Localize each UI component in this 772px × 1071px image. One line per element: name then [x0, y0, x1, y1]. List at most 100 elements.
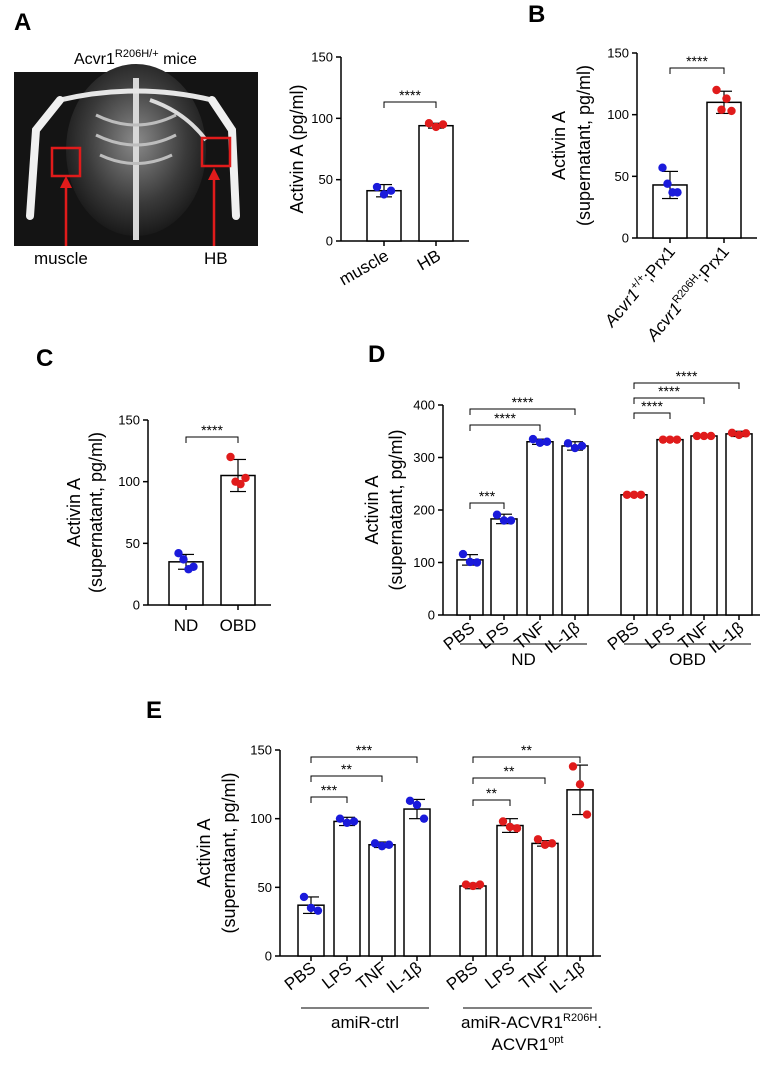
bar	[526, 441, 554, 616]
significance-label: ****	[686, 53, 708, 69]
y-tick-label: 0	[622, 231, 629, 246]
data-point	[189, 562, 198, 571]
data-point	[563, 439, 573, 448]
significance-label: ****	[494, 410, 516, 426]
data-point	[475, 880, 485, 889]
y-tick-label: 150	[311, 50, 333, 65]
significance-bracket	[185, 436, 239, 443]
bar	[333, 820, 361, 957]
significance-bracket	[633, 382, 740, 389]
y-axis-label: Activin A	[64, 478, 84, 547]
data-point	[379, 190, 389, 199]
data-point	[570, 443, 580, 453]
data-point	[577, 441, 587, 451]
data-point	[673, 188, 682, 197]
y-tick-label: 50	[258, 880, 272, 895]
bar	[459, 885, 487, 957]
category-label: TNF	[675, 618, 713, 653]
y-axis-label: Activin A	[549, 111, 569, 180]
chart-a: 0 50 100 150 Activin A (pg/ml) muscle HB ****	[287, 50, 469, 289]
y-axis-label-line2: (supernatant, pg/ml)	[386, 429, 406, 590]
category-label: PBS	[281, 958, 320, 994]
significance-bracket	[310, 796, 348, 803]
bar	[531, 842, 559, 957]
y-tick-label: 100	[250, 811, 272, 826]
category-label: muscle	[336, 246, 392, 289]
data-point	[472, 558, 482, 567]
data-point	[405, 796, 415, 806]
y-tick-label: 50	[319, 172, 333, 187]
y-tick-label: 0	[326, 234, 333, 249]
significance-label: **	[341, 761, 352, 777]
data-point	[313, 906, 323, 915]
data-point	[512, 824, 522, 833]
data-point	[335, 814, 345, 823]
data-point	[663, 179, 672, 188]
y-tick-label: 100	[413, 555, 435, 570]
category-label: LPS	[475, 618, 512, 653]
bar	[220, 474, 256, 606]
data-point	[505, 822, 515, 832]
bar	[706, 101, 742, 239]
data-point	[174, 549, 183, 558]
category-label: PBS	[443, 958, 482, 994]
y-tick-label: 50	[615, 169, 629, 184]
significance-bracket	[472, 756, 581, 763]
group-label: amiR-ctrl	[331, 1013, 399, 1032]
bar	[490, 518, 518, 616]
significance-label: ****	[512, 394, 534, 410]
y-tick-label: 300	[413, 450, 435, 465]
y-tick-label: 150	[607, 46, 629, 61]
xray-clavicle	[149, 98, 208, 142]
muscle-arrowhead	[60, 176, 72, 188]
bar	[690, 435, 718, 616]
data-point	[665, 435, 675, 444]
bar	[561, 445, 589, 616]
data-point	[468, 881, 478, 891]
data-point	[717, 105, 726, 114]
significance-bracket	[383, 101, 437, 108]
data-point	[498, 817, 508, 826]
y-axis-label: Activin A	[194, 818, 214, 887]
data-point	[458, 549, 468, 559]
panel-label-e: E	[146, 697, 162, 724]
data-point	[226, 452, 235, 462]
significance-bracket	[472, 799, 511, 806]
data-point	[499, 516, 509, 525]
significance-label: ***	[479, 488, 496, 504]
data-point	[636, 490, 646, 499]
group-label: ND	[511, 650, 536, 669]
data-point	[236, 479, 245, 489]
data-point	[465, 557, 475, 567]
panel-label-b: B	[528, 1, 545, 28]
group-label: amiR-ACVR1R206H.	[461, 1012, 602, 1032]
significance-label: ****	[201, 422, 223, 438]
data-point	[547, 839, 557, 848]
category-label: IL-1β	[541, 618, 584, 657]
y-tick-label: 0	[265, 949, 272, 964]
y-tick-label: 200	[413, 503, 435, 518]
bar	[725, 433, 753, 616]
xray-shoulders	[59, 88, 213, 103]
data-point	[412, 800, 422, 810]
data-point	[342, 818, 352, 827]
chart-d: 0 100 200 300 400 Activin A (supernatant, pg/m…	[362, 368, 760, 669]
category-label: LPS	[641, 618, 678, 653]
category-label: IL-1β	[546, 958, 589, 997]
data-point	[622, 490, 632, 499]
data-point	[384, 840, 394, 849]
significance-label: ****	[399, 87, 421, 103]
data-point	[658, 435, 668, 444]
data-point	[535, 438, 545, 447]
data-point	[540, 840, 550, 849]
category-label: OBD	[220, 616, 257, 635]
data-point	[461, 880, 471, 889]
data-point	[370, 839, 380, 848]
significance-bracket	[669, 67, 725, 74]
category-label: PBS	[440, 618, 479, 654]
category-label: HB	[414, 246, 444, 274]
y-axis-label-line2: (supernatant, pg/ml)	[86, 432, 106, 593]
significance-label: **	[486, 785, 497, 801]
